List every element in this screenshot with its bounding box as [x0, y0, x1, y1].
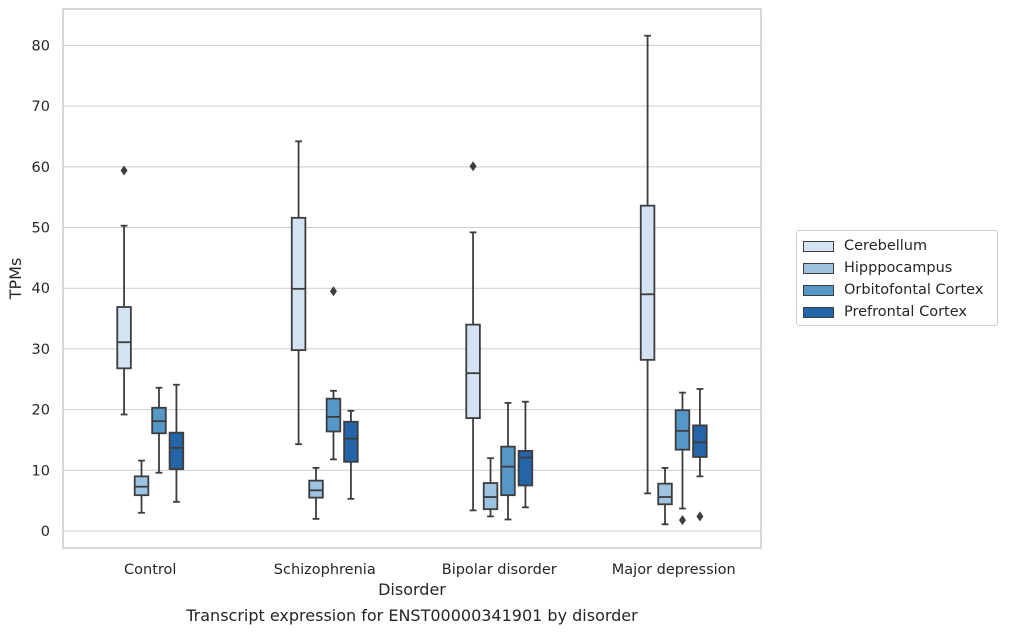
box — [465, 161, 481, 512]
box — [517, 400, 534, 509]
y-tick-label: 0 — [41, 524, 50, 540]
box-iqr — [657, 482, 673, 506]
legend-swatch — [803, 284, 834, 296]
y-tick-label: 40 — [32, 281, 50, 297]
y-tick-label: 70 — [32, 99, 50, 115]
y-axis-label: TPMs — [6, 258, 25, 301]
outlier-point — [469, 161, 477, 172]
box-iqr — [325, 397, 342, 433]
legend-label: Hipppocampus — [844, 260, 953, 276]
y-tick-label: 50 — [32, 221, 50, 237]
box-iqr — [133, 475, 150, 497]
box — [325, 286, 342, 461]
box — [168, 383, 185, 503]
legend-item-prefrontal-cortex: Prefrontal Cortex — [803, 301, 997, 323]
y-tick-label: 20 — [32, 403, 50, 419]
plot-frame — [62, 8, 762, 549]
legend-item-cerebellum: Cerebellum — [803, 235, 997, 257]
legend-swatch — [803, 262, 834, 274]
box-iqr — [674, 409, 691, 451]
box-iqr — [343, 420, 359, 463]
box — [290, 140, 307, 446]
figure-caption: Transcript expression for ENST0000034190… — [186, 606, 638, 625]
outlier-point — [678, 515, 686, 526]
box — [500, 402, 516, 521]
x-tick-label: Control — [124, 562, 176, 578]
box — [482, 457, 499, 518]
legend-item-orbitofrontal-cortex: Orbitofontal Cortex — [803, 279, 997, 301]
legend-label: Orbitofontal Cortex — [844, 282, 984, 298]
box — [657, 466, 673, 526]
y-tick-label: 10 — [32, 463, 50, 479]
box-iqr — [482, 482, 499, 511]
box-iqr — [639, 204, 656, 361]
y-tick-label: 80 — [32, 38, 50, 54]
outlier-point — [329, 286, 337, 297]
box — [133, 459, 150, 514]
box-iqr — [116, 306, 132, 370]
box-iqr — [308, 479, 324, 499]
y-tick-label: 30 — [32, 342, 50, 358]
box — [692, 388, 708, 522]
box-iqr — [500, 445, 516, 497]
box — [343, 409, 359, 500]
legend-swatch — [803, 306, 834, 318]
x-axis-label: Disorder — [378, 580, 446, 599]
legend-item-hippocampus: Hipppocampus — [803, 257, 997, 279]
x-tick-label: Schizophrenia — [274, 562, 376, 578]
box-iqr — [692, 424, 708, 458]
outlier-point — [696, 511, 704, 522]
legend-swatch — [803, 240, 834, 252]
box — [151, 386, 167, 474]
outlier-point — [120, 165, 128, 176]
x-tick-label: Bipolar disorder — [442, 562, 557, 578]
legend-label: Prefrontal Cortex — [844, 304, 967, 320]
box-iqr — [168, 431, 185, 470]
box — [674, 391, 691, 526]
box — [308, 466, 324, 520]
box — [639, 34, 656, 495]
x-tick-label: Major depression — [612, 562, 736, 578]
y-tick-label: 60 — [32, 160, 50, 176]
box — [116, 165, 132, 416]
box-iqr — [517, 449, 534, 487]
box-iqr — [290, 216, 307, 352]
legend: Cerebellum Hipppocampus Orbitofontal Cor… — [796, 230, 998, 326]
box-iqr — [465, 323, 481, 420]
legend-label: Cerebellum — [844, 238, 928, 254]
